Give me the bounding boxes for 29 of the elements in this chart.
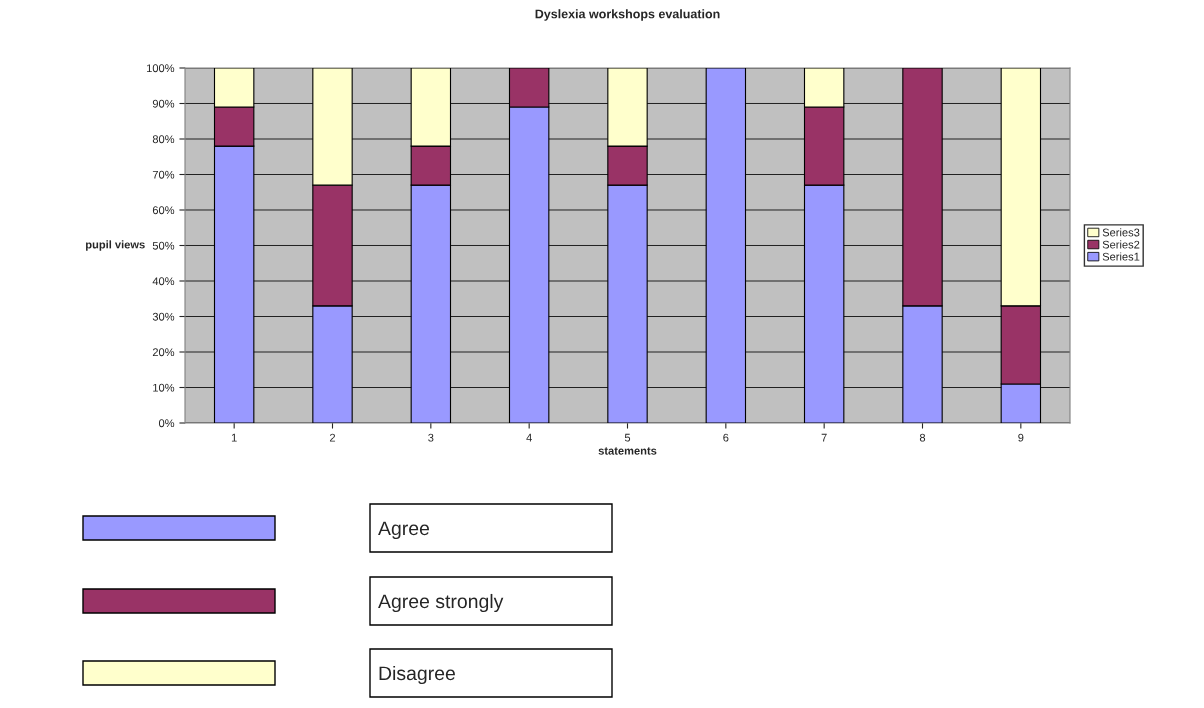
x-axis-title: statements [598, 447, 657, 455]
x-tick-label: 3 [428, 433, 434, 442]
y-tick-label: 70% [152, 170, 175, 179]
x-tick-label: 7 [821, 433, 827, 442]
text: Agree strongly [378, 593, 504, 613]
y-tick-label: 40% [152, 277, 175, 286]
y-tick-label: 50% [152, 241, 175, 250]
x-tick-label: 2 [329, 433, 336, 442]
text: Disagree [379, 665, 455, 685]
y-tick-label: 60% [152, 206, 175, 215]
y-tick-label: 0% [158, 419, 175, 428]
x-tick-label: 9 [1018, 433, 1024, 442]
y-axis-title: pupil views [86, 240, 145, 251]
chart-title: Dyslexia workshops evaluation [535, 9, 720, 21]
x-tick-label: 1 [231, 433, 237, 442]
y-tick-label: 80% [152, 135, 175, 144]
y-tick-label: 90% [152, 99, 175, 108]
legend-label: Series1 [1102, 252, 1140, 261]
x-tick-label: 5 [624, 433, 631, 442]
y-tick-label: 10% [153, 383, 175, 392]
x-tick-label: 4 [526, 433, 532, 442]
text: Agree [378, 521, 430, 540]
legend-label: Series3 [1102, 228, 1140, 237]
y-tick-label: 100% [147, 64, 175, 73]
y-tick-label: 20% [152, 348, 175, 357]
legend-label: Series2 [1102, 240, 1140, 249]
x-tick-label: 6 [723, 433, 729, 442]
x-tick-label: 8 [919, 433, 926, 442]
y-tick-label: 30% [152, 312, 175, 321]
